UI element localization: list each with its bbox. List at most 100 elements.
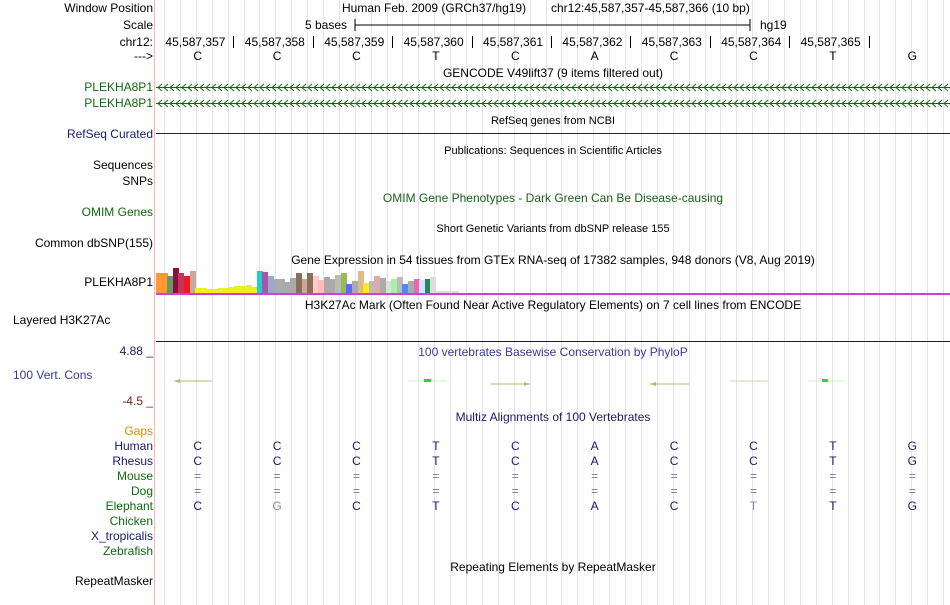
repeatmasker-track-label[interactable]: RepeatMasker (74, 574, 153, 588)
gtex-expression-bars[interactable] (156, 266, 950, 293)
gtex-tissue-bar[interactable] (380, 278, 386, 293)
omim-track-label[interactable]: OMIM Genes (81, 205, 153, 219)
gtex-tissue-bar[interactable] (296, 273, 302, 293)
gtex-tissue-bar[interactable] (284, 282, 291, 293)
gtex-tissue-bar[interactable] (228, 287, 235, 293)
conservation-track-label[interactable]: 100 Vert. Cons (13, 368, 93, 382)
gridline (291, 0, 292, 605)
gtex-tissue-bar[interactable] (256, 271, 263, 293)
species-xtropicalis-label: X_tropicalis (90, 529, 153, 543)
gtex-tissue-bar[interactable] (307, 273, 314, 293)
gtex-tissue-bar[interactable] (217, 288, 224, 293)
gencode-gene-label-1[interactable]: PLEKHA8P1 (84, 80, 153, 94)
gtex-tissue-bar[interactable] (234, 286, 241, 293)
gridline (864, 0, 865, 605)
gtex-tissue-bar[interactable] (245, 285, 252, 293)
gtex-tissue-bar[interactable] (447, 291, 454, 293)
gtex-tissue-bar[interactable] (156, 273, 162, 293)
gtex-tissue-bar[interactable] (396, 277, 403, 293)
gtex-tissue-bar[interactable] (178, 273, 185, 293)
publications-track-title[interactable]: Publications: Sequences in Scientific Ar… (444, 145, 662, 157)
gtex-tissue-bar[interactable] (335, 275, 342, 293)
species-elephant-label: Elephant (105, 499, 153, 513)
gtex-tissue-bar[interactable] (318, 280, 325, 293)
gtex-tissue-bar[interactable] (408, 281, 414, 293)
gtex-tissue-bar[interactable] (301, 279, 308, 293)
dbsnp-track-title[interactable]: Short Genetic Variants from dbSNP releas… (436, 223, 670, 235)
gtex-tissue-bar[interactable] (413, 279, 420, 293)
dbsnp-track-label[interactable]: Common dbSNP(155) (34, 236, 153, 250)
repeatmasker-track-title[interactable]: Repeating Elements by RepeatMasker (450, 560, 656, 574)
gtex-tissue-bar[interactable] (167, 276, 174, 293)
gtex-tissue-bar[interactable] (212, 289, 218, 293)
gtex-tissue-bar[interactable] (223, 288, 230, 293)
gtex-tissue-bar[interactable] (240, 286, 246, 293)
gtex-tissue-bar[interactable] (363, 283, 370, 293)
base-letter: T (432, 49, 440, 63)
omim-track-title[interactable]: OMIM Gene Phenotypes - Dark Green Can Be… (382, 191, 724, 205)
alignment-base-dog: = (670, 484, 678, 498)
gtex-tissue-bar[interactable] (279, 279, 286, 293)
gtex-tissue-bar[interactable] (184, 276, 190, 293)
gridline (307, 0, 308, 605)
gtex-tissue-bar[interactable] (195, 288, 202, 293)
gtex-tissue-bar[interactable] (374, 276, 381, 293)
gtex-tissue-bar[interactable] (419, 280, 426, 293)
gtex-tissue-bar[interactable] (452, 291, 459, 293)
alignment-base-mouse: = (670, 469, 678, 483)
h3k27ac-track-label[interactable]: Layered H3K27Ac (13, 313, 111, 327)
multiz-track-title[interactable]: Multiz Alignments of 100 Vertebrates (455, 410, 651, 424)
alignment-base-elephant: C (352, 499, 361, 513)
alignment-base-dog: = (273, 484, 281, 498)
gtex-tissue-bar[interactable] (290, 278, 297, 293)
alignment-base-elephant: T (829, 499, 837, 513)
gtex-tissue-bar[interactable] (352, 281, 358, 293)
gencode-gene-feature-2[interactable] (156, 99, 950, 108)
gtex-tissue-bar[interactable] (329, 279, 336, 293)
gtex-tissue-bar[interactable] (441, 291, 448, 293)
gtex-tissue-bar[interactable] (273, 279, 280, 293)
gtex-tissue-bar[interactable] (161, 273, 168, 293)
gencode-gene-label-2[interactable]: PLEKHA8P1 (84, 96, 153, 110)
gtex-tissue-bar[interactable] (424, 279, 431, 293)
gtex-tissue-bar[interactable] (340, 273, 347, 293)
gtex-tissue-bar[interactable] (262, 272, 269, 293)
refseq-track-label[interactable]: RefSeq Curated (66, 127, 153, 141)
gtex-tissue-bar[interactable] (430, 277, 437, 293)
gtex-tissue-bar[interactable] (324, 277, 330, 293)
gridline (530, 0, 531, 605)
gtex-tissue-bar[interactable] (189, 271, 196, 293)
gtex-tissue-bar[interactable] (391, 279, 398, 293)
phylop-track-title[interactable]: 100 vertebrates Basewise Conservation by… (418, 345, 688, 359)
gtex-tissue-bar[interactable] (312, 276, 319, 293)
gtex-tissue-bar[interactable] (402, 284, 409, 293)
base-letter: C (193, 49, 203, 63)
gencode-track-title[interactable]: GENCODE V49lift37 (9 items filtered out) (442, 66, 664, 80)
gencode-gene-feature-1[interactable] (156, 83, 950, 92)
alignment-base-human: C (669, 439, 679, 453)
gtex-gene-label[interactable]: PLEKHA8P1 (84, 275, 153, 289)
gtex-tissue-bar[interactable] (172, 268, 179, 293)
gridline (259, 0, 260, 605)
refseq-gene-line[interactable] (156, 133, 950, 134)
species-dog-label: Dog (130, 484, 153, 498)
h3k27ac-track-title[interactable]: H3K27Ac Mark (Often Found Near Active Re… (304, 298, 802, 312)
gtex-tissue-bar[interactable] (346, 284, 353, 293)
phylop-conservation-marks[interactable] (156, 374, 950, 390)
coordinate-tick (789, 36, 791, 48)
sequences-track-label[interactable]: Sequences (92, 158, 153, 172)
snps-track-label[interactable]: SNPs (122, 174, 153, 188)
gtex-tissue-bar[interactable] (368, 281, 375, 293)
gtex-tissue-bar[interactable] (206, 289, 213, 293)
gtex-tissue-bar[interactable] (357, 271, 364, 293)
gridline (943, 0, 944, 605)
gtex-track-title[interactable]: Gene Expression in 54 tissues from GTEx … (291, 253, 815, 267)
gridline (196, 0, 197, 605)
gtex-tissue-bar[interactable] (385, 281, 392, 293)
gtex-tissue-bar[interactable] (268, 276, 274, 293)
gtex-tissue-bar[interactable] (436, 291, 442, 293)
refseq-track-title[interactable]: RefSeq genes from NCBI (490, 115, 616, 127)
gtex-tissue-bar[interactable] (251, 287, 258, 293)
base-letter: T (829, 49, 837, 63)
gtex-tissue-bar[interactable] (200, 288, 207, 293)
